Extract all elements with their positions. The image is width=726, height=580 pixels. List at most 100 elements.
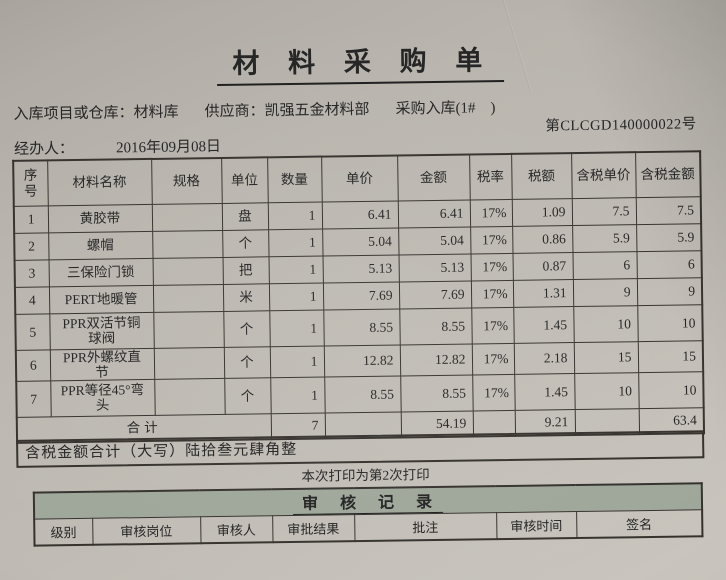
col-header-name: 材料名称 xyxy=(47,158,152,206)
col-header-qty: 数量 xyxy=(267,156,322,203)
cell-amount: 7.69 xyxy=(398,280,472,309)
cell-price: 6.41 xyxy=(321,200,399,229)
cell-amount: 5.04 xyxy=(398,226,471,255)
review-col-comment: 批注 xyxy=(354,512,497,542)
agent-line: 经办人： 2016年09月08日 xyxy=(14,135,221,159)
page-title-text: 材 料 采 购 单 xyxy=(216,38,504,87)
cell-amount: 8.55 xyxy=(400,374,473,412)
cell-incl-amount: 10 xyxy=(637,304,703,342)
cell-price: 7.69 xyxy=(322,281,400,310)
cell-unit: 盘 xyxy=(221,202,269,230)
materials-table: 序号 材料名称 规格 单位 数量 单价 金额 税率 税额 含税单价 含税金额 1… xyxy=(12,150,706,444)
cell-taxrate: 17% xyxy=(471,306,514,344)
cell-incl-amount: 7.5 xyxy=(635,196,702,225)
review-col-level: 级别 xyxy=(34,517,93,546)
cell-taxrate: 17% xyxy=(469,198,513,227)
cell-incl-price: 10 xyxy=(574,372,639,410)
cell-qty: 1 xyxy=(268,228,323,257)
review-record-table: 审 核 记 录 级别 审核岗位 审核人 审批结果 批注 审核时间 签名 xyxy=(32,482,704,547)
col-header-amount: 金额 xyxy=(397,154,470,201)
cell-taxrate: 17% xyxy=(472,373,515,411)
cell-spec xyxy=(153,346,225,379)
cell-incl-amount: 9 xyxy=(636,277,703,306)
page-title: 材 料 采 购 单 xyxy=(0,35,723,89)
col-header-incl-amount: 含税金额 xyxy=(635,151,701,198)
review-col-signature: 签名 xyxy=(576,509,703,539)
cell-price: 5.04 xyxy=(322,227,399,256)
cell-unit: 个 xyxy=(222,229,269,257)
review-col-result: 审批结果 xyxy=(272,514,355,543)
cell-unit: 把 xyxy=(222,256,269,284)
cell-incl-price: 9 xyxy=(572,278,638,307)
cell-incl-amount: 15 xyxy=(637,340,704,373)
cell-tax: 1.09 xyxy=(511,198,573,226)
cell-price: 12.82 xyxy=(323,344,401,377)
cell-qty: 1 xyxy=(268,255,323,284)
col-header-tax: 税额 xyxy=(511,153,572,199)
cell-incl-amount: 6 xyxy=(636,250,702,279)
agent-label: 经办人： xyxy=(13,141,75,158)
document-number: 第CLCGD140000022号 xyxy=(545,116,697,135)
cell-name: PPR双活节铜球阀 xyxy=(49,311,154,350)
col-header-spec: 规格 xyxy=(151,157,222,204)
cell-no: 4 xyxy=(14,286,50,314)
cell-name: 螺帽 xyxy=(48,230,153,260)
cell-tax: 1.31 xyxy=(512,279,574,307)
cell-unit: 米 xyxy=(222,283,270,311)
cell-unit: 个 xyxy=(223,310,270,347)
cell-no: 6 xyxy=(15,349,51,381)
cell-taxrate: 17% xyxy=(470,252,513,281)
cell-incl-price: 7.5 xyxy=(571,197,637,226)
cell-incl-amount: 10 xyxy=(638,371,704,409)
supplier-field: 供应商：凯强五金材料部 xyxy=(204,101,370,121)
cell-tax: 0.86 xyxy=(512,225,573,253)
review-col-time: 审核时间 xyxy=(496,511,577,540)
cell-incl-price: 10 xyxy=(573,305,638,343)
cell-unit: 个 xyxy=(223,346,271,378)
cell-price: 5.13 xyxy=(322,254,399,283)
cell-spec xyxy=(151,202,223,231)
cell-amount: 6.41 xyxy=(397,199,471,228)
cell-spec xyxy=(153,310,224,348)
col-header-no: 序号 xyxy=(13,160,48,206)
warehouse-field: 入库项目或仓库：材料库 xyxy=(13,104,179,123)
cell-qty: 1 xyxy=(269,345,325,378)
cell-name: PPR等径45°弯头 xyxy=(50,378,155,417)
cell-no: 7 xyxy=(16,380,51,417)
cell-unit: 个 xyxy=(224,377,271,414)
cell-incl-amount: 5.9 xyxy=(636,223,702,252)
cell-amount: 12.82 xyxy=(399,343,473,376)
document-date: 2016年09月08日 xyxy=(115,138,222,157)
cell-no: 5 xyxy=(15,313,50,350)
cell-name: 黄胶带 xyxy=(47,203,153,233)
cell-tax: 2.18 xyxy=(513,342,575,374)
cell-taxrate: 17% xyxy=(470,225,513,254)
review-col-post: 审核岗位 xyxy=(92,516,201,545)
cell-qty: 1 xyxy=(269,309,324,347)
cell-price: 8.55 xyxy=(323,308,400,346)
cell-name: 三保险门锁 xyxy=(48,257,153,287)
col-header-taxrate: 税率 xyxy=(469,153,512,200)
cell-spec xyxy=(154,377,225,415)
cell-amount: 8.55 xyxy=(399,307,472,345)
col-header-price: 单价 xyxy=(321,155,398,202)
cell-no: 2 xyxy=(14,232,49,260)
cell-spec xyxy=(152,229,223,258)
review-col-reviewer: 审核人 xyxy=(200,515,273,544)
cell-taxrate: 17% xyxy=(470,279,514,308)
cell-tax: 1.45 xyxy=(513,306,574,343)
cell-tax: 0.87 xyxy=(512,252,573,280)
col-header-unit: 单位 xyxy=(221,157,268,203)
purchase-entry-field: 采购入库(1# ) xyxy=(395,100,496,118)
cell-price: 8.55 xyxy=(324,375,401,413)
cell-qty: 1 xyxy=(268,282,324,311)
cell-incl-price: 6 xyxy=(572,251,637,280)
cell-qty: 1 xyxy=(270,376,325,414)
cell-spec xyxy=(152,256,223,285)
cell-spec xyxy=(152,283,224,312)
cell-name: PERT地暖管 xyxy=(48,284,154,314)
cell-amount: 5.13 xyxy=(398,253,471,282)
cell-qty: 1 xyxy=(267,201,323,230)
